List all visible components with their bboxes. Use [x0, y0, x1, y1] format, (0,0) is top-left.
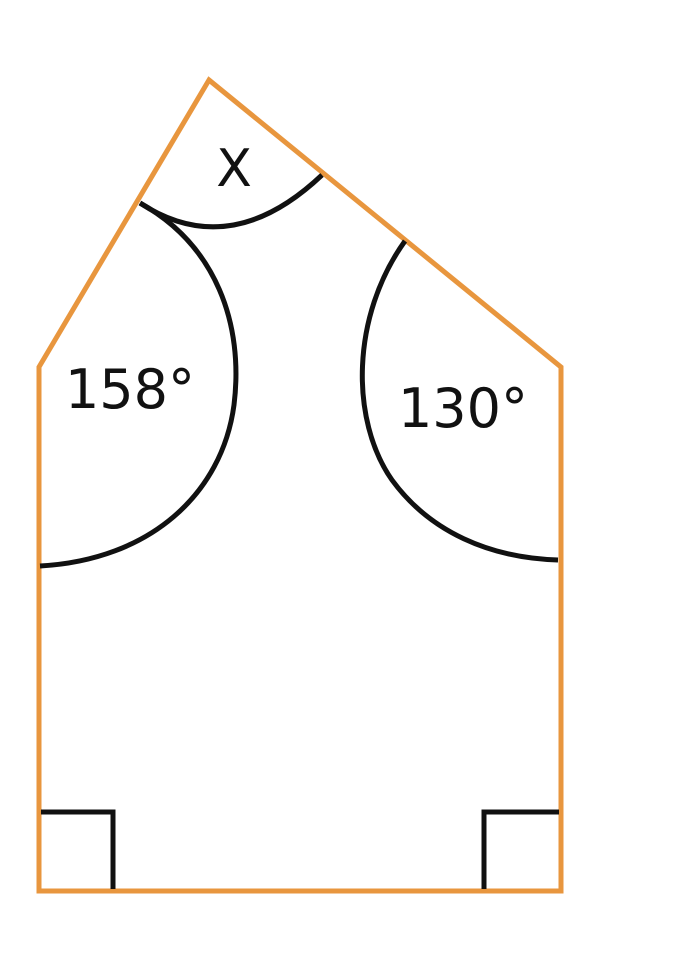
angle-label-top: X — [216, 139, 252, 199]
angle-arc-upper-right — [359, 239, 559, 563]
right-angle-marker-bottom-right — [481, 809, 559, 889]
angle-arc-upper-left — [39, 200, 239, 569]
angle-label-upper-right: 130° — [398, 377, 528, 440]
right-angle-marker-bottom-left — [41, 809, 116, 889]
pentagon-outline — [36, 76, 564, 894]
angle-label-upper-left: 158° — [65, 358, 195, 421]
